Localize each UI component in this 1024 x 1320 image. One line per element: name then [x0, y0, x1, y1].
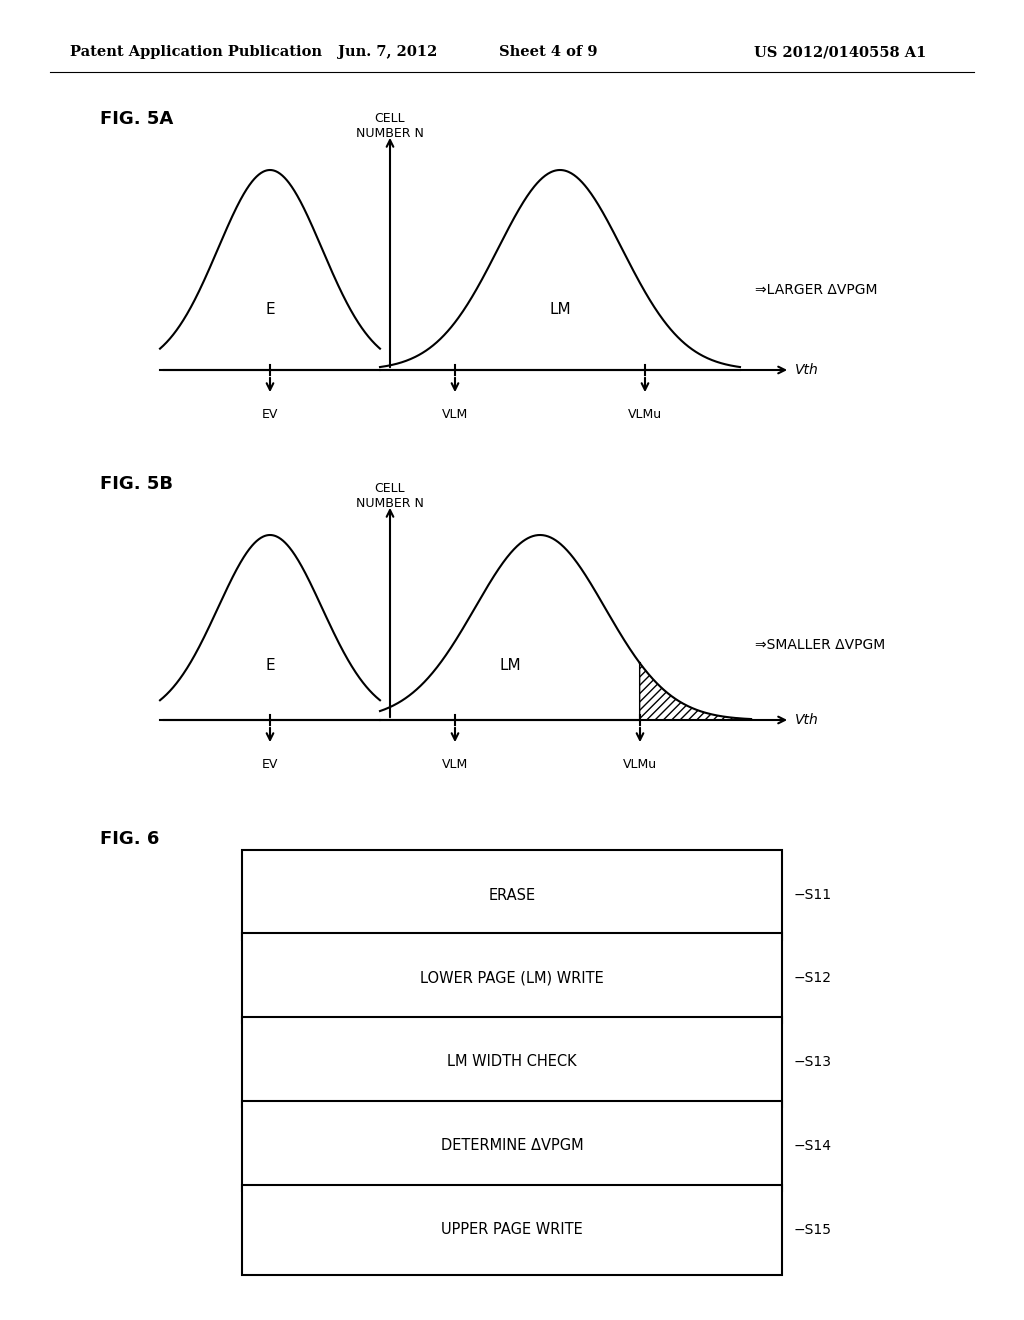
Text: DETERMINE ΔVPGM: DETERMINE ΔVPGM [440, 1138, 584, 1154]
Text: CELL: CELL [375, 482, 406, 495]
Polygon shape [242, 1185, 782, 1275]
Text: LM: LM [549, 302, 570, 318]
Text: −S11: −S11 [794, 888, 833, 902]
Text: UPPER PAGE WRITE: UPPER PAGE WRITE [441, 1222, 583, 1238]
Text: LM WIDTH CHECK: LM WIDTH CHECK [447, 1055, 577, 1069]
Text: Vth: Vth [795, 713, 819, 727]
Text: VLM: VLM [442, 758, 468, 771]
Text: NUMBER N: NUMBER N [356, 127, 424, 140]
Polygon shape [640, 664, 752, 719]
Text: FIG. 6: FIG. 6 [100, 830, 160, 847]
Text: −S13: −S13 [794, 1055, 831, 1069]
Polygon shape [242, 850, 782, 940]
Polygon shape [242, 1016, 782, 1107]
Text: E: E [265, 302, 274, 318]
Text: −S12: −S12 [794, 972, 831, 985]
Polygon shape [242, 1101, 782, 1191]
Text: VLMu: VLMu [628, 408, 663, 421]
Text: ⇒LARGER ΔVPGM: ⇒LARGER ΔVPGM [755, 282, 878, 297]
Text: EV: EV [262, 408, 279, 421]
Text: Sheet 4 of 9: Sheet 4 of 9 [499, 45, 597, 59]
Text: Patent Application Publication: Patent Application Publication [70, 45, 322, 59]
Text: CELL: CELL [375, 112, 406, 125]
Text: VLMu: VLMu [623, 758, 657, 771]
Text: −S15: −S15 [794, 1224, 831, 1237]
Text: ERASE: ERASE [488, 887, 536, 903]
Text: Jun. 7, 2012: Jun. 7, 2012 [338, 45, 437, 59]
Text: VLM: VLM [442, 408, 468, 421]
Text: NUMBER N: NUMBER N [356, 498, 424, 510]
Text: US 2012/0140558 A1: US 2012/0140558 A1 [754, 45, 926, 59]
Text: Vth: Vth [795, 363, 819, 378]
Text: LM: LM [499, 657, 521, 672]
Text: ⇒SMALLER ΔVPGM: ⇒SMALLER ΔVPGM [755, 638, 886, 652]
Text: LOWER PAGE (LM) WRITE: LOWER PAGE (LM) WRITE [420, 970, 604, 986]
Text: FIG. 5A: FIG. 5A [100, 110, 173, 128]
Text: FIG. 5B: FIG. 5B [100, 475, 173, 492]
Text: EV: EV [262, 758, 279, 771]
Polygon shape [242, 933, 782, 1023]
Text: −S14: −S14 [794, 1139, 831, 1152]
Text: E: E [265, 657, 274, 672]
